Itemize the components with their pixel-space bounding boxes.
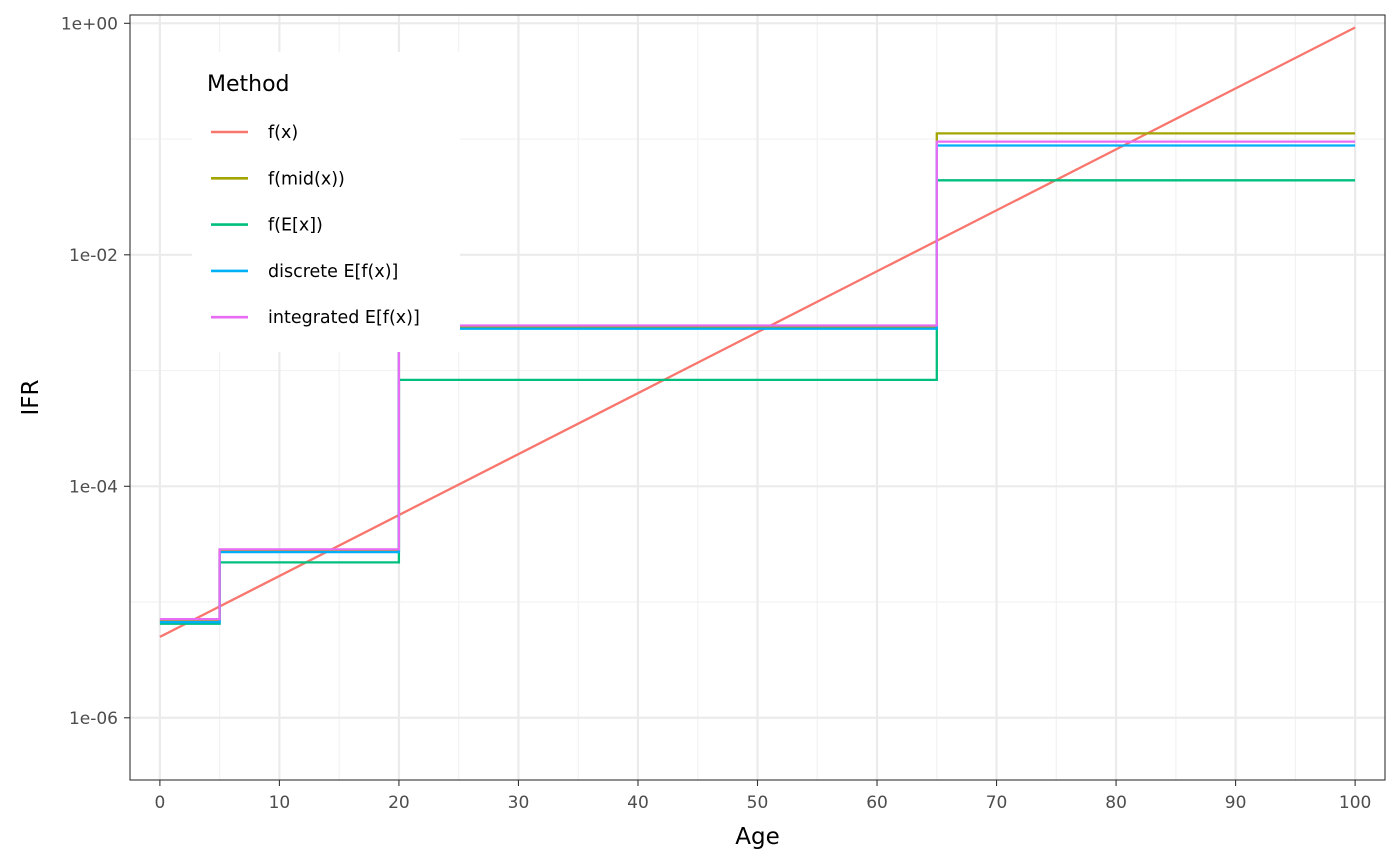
x-axis-title: Age (735, 824, 779, 850)
series-line-5 (159, 140, 1356, 621)
legend-label: f(E[x]) (268, 216, 323, 236)
legend-label: discrete E[f(x)] (268, 262, 398, 282)
x-tick-label: 60 (866, 793, 888, 813)
series-layer (159, 26, 1356, 638)
legend-label: f(mid(x)) (268, 169, 345, 189)
y-axis-title: IFR (18, 379, 44, 415)
y-tick-label: 1e+00 (61, 14, 118, 34)
x-tick-label: 40 (627, 793, 649, 813)
x-tick-label: 100 (1339, 793, 1371, 813)
x-tick-label: 80 (1105, 793, 1127, 813)
legend: Method f(x) f(mid(x)) f(E[x]) discrete E[f(… (192, 52, 460, 352)
x-tick-label: 50 (747, 793, 769, 813)
x-tick-label: 20 (388, 793, 410, 813)
grid-major (130, 15, 1385, 780)
x-tick-label: 90 (1225, 793, 1247, 813)
series-line-1 (159, 26, 1356, 638)
legend-title: Method (207, 72, 290, 97)
y-tick-label: 1e-04 (69, 477, 118, 497)
legend-background (192, 52, 460, 352)
x-tick-label: 30 (508, 793, 530, 813)
legend-label: integrated E[f(x)] (268, 308, 420, 328)
y-tick-label: 1e-06 (69, 709, 118, 729)
x-axis: 0 10 20 30 40 50 60 70 80 90 100 (154, 780, 1371, 813)
x-tick-label: 10 (269, 793, 291, 813)
x-tick-label: 70 (986, 793, 1008, 813)
legend-items: f(x) f(mid(x)) f(E[x]) discrete E[f(x)] inte… (211, 123, 420, 328)
y-axis: 1e-06 1e-04 1e-02 1e+00 (61, 14, 130, 729)
y-tick-label: 1e-02 (69, 246, 118, 266)
legend-label: f(x) (268, 123, 298, 143)
x-tick-label: 0 (154, 793, 165, 813)
